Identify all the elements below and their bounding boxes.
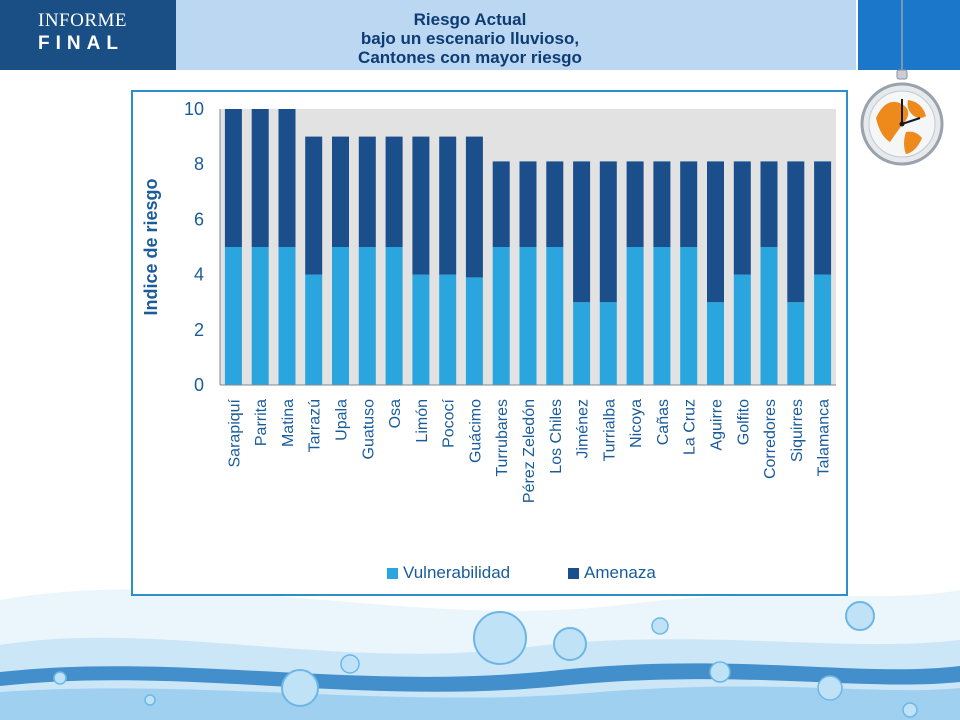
- bar-amenaza-21: [787, 161, 805, 303]
- x-tick-label: La Cruz: [682, 399, 699, 455]
- header-right-strip: [858, 0, 960, 70]
- header-divider: [856, 0, 859, 70]
- x-tick-label: Turrialba: [601, 399, 618, 462]
- y-tick-label: 2: [194, 320, 204, 340]
- bar-vulnerabilidad-8: [439, 274, 457, 385]
- bar-amenaza-14: [599, 161, 617, 303]
- bar-amenaza-1: [251, 109, 269, 247]
- y-tick-label: 8: [194, 154, 204, 174]
- bar-amenaza-8: [439, 136, 457, 275]
- bar-vulnerabilidad-2: [278, 247, 296, 385]
- x-tick-label: Guatuso: [360, 399, 377, 460]
- bar-amenaza-15: [626, 161, 644, 247]
- legend-label-amenaza: Amenaza: [584, 563, 656, 582]
- x-tick-label: Pococí: [441, 398, 458, 447]
- bar-amenaza-7: [412, 136, 430, 275]
- y-tick-label: 6: [194, 209, 204, 229]
- bar-amenaza-10: [492, 161, 510, 247]
- y-tick-label: 0: [194, 375, 204, 395]
- bar-amenaza-19: [733, 161, 751, 275]
- x-tick-label: Turrubares: [494, 399, 511, 477]
- y-ticks: 0 2 4 6 8 10: [184, 99, 204, 395]
- bar-amenaza-17: [680, 161, 698, 247]
- bar-amenaza-12: [546, 161, 564, 247]
- stopwatch-icon: [860, 0, 944, 166]
- bar-vulnerabilidad-6: [385, 247, 403, 385]
- bars-layer: [224, 109, 832, 385]
- bar-vulnerabilidad-15: [626, 247, 644, 385]
- bar-amenaza-2: [278, 109, 296, 247]
- legend-swatch-vulnerabilidad: [387, 568, 398, 579]
- x-tick-label: Osa: [387, 399, 404, 428]
- x-tick-label: Nicoya: [628, 399, 645, 448]
- page-title-line3: Cantones con mayor riesgo: [358, 48, 582, 67]
- x-tick-label: Pérez Zeledón: [521, 399, 538, 503]
- bar-amenaza-9: [465, 136, 483, 278]
- x-tick-label: Limón: [414, 399, 431, 443]
- x-tick-label: Talamanca: [816, 399, 833, 476]
- bar-vulnerabilidad-20: [760, 247, 778, 385]
- bar-vulnerabilidad-10: [492, 247, 510, 385]
- x-tick-label: Cañas: [655, 399, 672, 445]
- x-tick-label: Jiménez: [575, 399, 592, 459]
- bar-vulnerabilidad-7: [412, 274, 430, 385]
- bar-amenaza-20: [760, 161, 778, 247]
- x-tick-label: Siquirres: [789, 399, 806, 462]
- x-tick-label: Corredores: [762, 399, 779, 479]
- legend-label-vulnerabilidad: Vulnerabilidad: [403, 563, 510, 582]
- bar-vulnerabilidad-5: [358, 247, 376, 385]
- bar-amenaza-11: [519, 161, 537, 247]
- bar-amenaza-13: [573, 161, 591, 303]
- water-decoration: [0, 589, 960, 720]
- x-tick-label: Parrita: [253, 399, 270, 446]
- bar-vulnerabilidad-9: [465, 277, 483, 385]
- x-tick-label: Matina: [280, 399, 297, 447]
- y-axis-title: Indice de riesgo: [141, 178, 161, 315]
- x-tick-label: Tarrazú: [307, 399, 324, 452]
- x-tick-label: Upala: [334, 399, 351, 441]
- bar-vulnerabilidad-13: [573, 302, 591, 385]
- page-title-line1: Riesgo Actual: [413, 10, 527, 29]
- bar-vulnerabilidad-11: [519, 247, 537, 385]
- risk-bar-chart: 0 2 4 6 8 10 Sarapiquí Parrita Matina Tarrazú Upa…: [141, 99, 836, 582]
- y-tick-label: 10: [184, 99, 204, 119]
- bar-vulnerabilidad-16: [653, 247, 671, 385]
- page-title: Riesgo Actual bajo un escenario lluvioso…: [240, 10, 700, 67]
- brand-box: INFORME FINAL: [0, 0, 176, 70]
- bar-amenaza-18: [707, 161, 724, 303]
- legend: Vulnerabilidad Amenaza: [387, 563, 656, 582]
- bar-vulnerabilidad-1: [251, 247, 269, 385]
- bar-vulnerabilidad-3: [305, 274, 323, 385]
- bar-vulnerabilidad-18: [707, 302, 724, 385]
- bar-amenaza-22: [814, 161, 832, 275]
- bar-vulnerabilidad-14: [599, 302, 617, 385]
- brand-line1: INFORME: [38, 10, 128, 31]
- x-tick-label: Sarapiquí: [226, 398, 243, 467]
- legend-swatch-amenaza: [568, 568, 579, 579]
- y-tick-label: 4: [194, 265, 204, 285]
- bar-amenaza-4: [332, 136, 349, 247]
- x-tick-label: Aguirre: [709, 399, 726, 451]
- x-tick-labels: Sarapiquí Parrita Matina Tarrazú Upala Guatus…: [226, 398, 832, 503]
- x-tick-label: Los Chiles: [548, 399, 565, 474]
- bar-vulnerabilidad-17: [680, 247, 698, 385]
- brand-line2: FINAL: [38, 33, 124, 54]
- bar-amenaza-16: [653, 161, 671, 247]
- bar-vulnerabilidad-4: [332, 247, 349, 385]
- bar-amenaza-5: [358, 136, 376, 247]
- x-tick-label: Golfito: [735, 399, 752, 445]
- x-tick-label: Guácimo: [467, 399, 484, 463]
- bar-vulnerabilidad-22: [814, 274, 832, 385]
- bar-vulnerabilidad-12: [546, 247, 564, 385]
- page-title-line2: bajo un escenario lluvioso,: [360, 29, 580, 48]
- bar-vulnerabilidad-19: [733, 274, 751, 385]
- bar-amenaza-0: [224, 109, 242, 247]
- bar-vulnerabilidad-21: [787, 302, 805, 385]
- bar-amenaza-3: [305, 136, 323, 275]
- bar-amenaza-6: [385, 136, 403, 247]
- bar-vulnerabilidad-0: [224, 247, 242, 385]
- chart-frame: 0 2 4 6 8 10 Sarapiquí Parrita Matina Tarrazú Upa…: [131, 90, 848, 596]
